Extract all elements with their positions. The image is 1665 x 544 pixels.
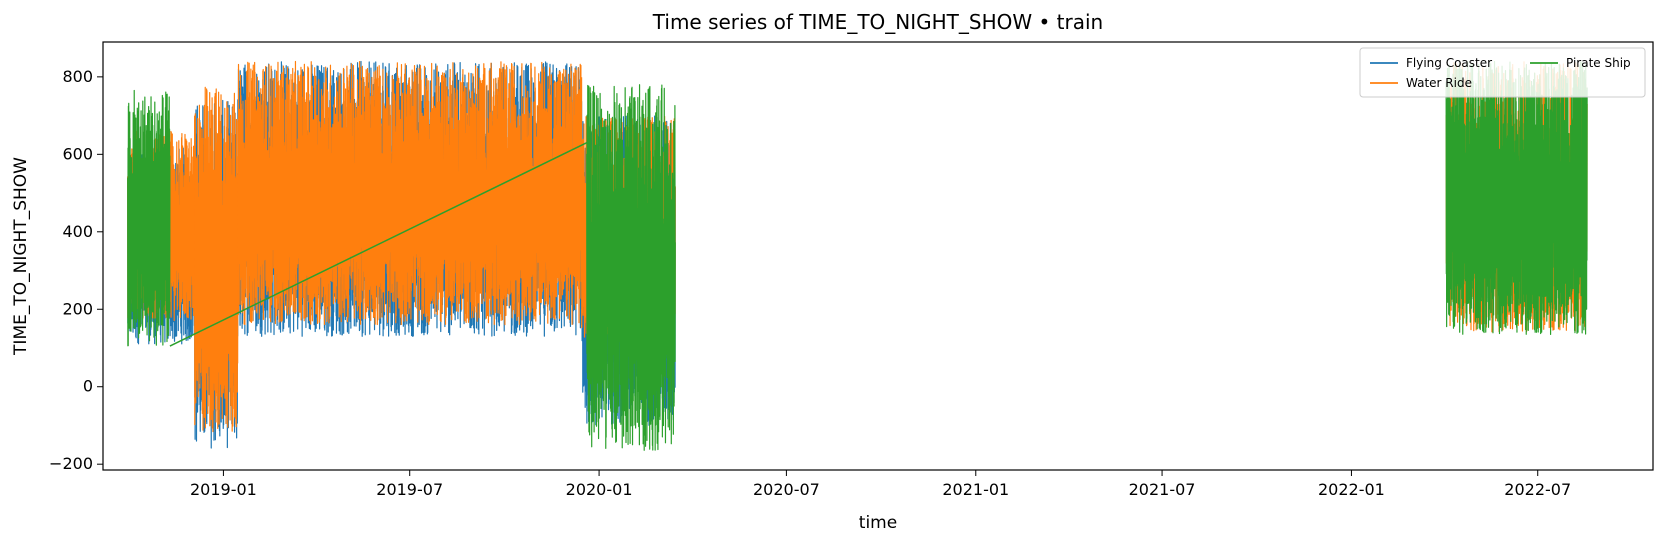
y-tick-label: 400 [62, 222, 93, 241]
series-line-pirate-ship [1445, 60, 1588, 335]
y-tick-label: 600 [62, 144, 93, 163]
x-tick-label: 2020-07 [753, 480, 820, 499]
series-line-water-ride [194, 86, 239, 433]
x-tick-label: 2022-01 [1318, 480, 1385, 499]
legend-box [1359, 47, 1646, 98]
series-water-ride [127, 60, 1588, 433]
legend-label: Flying Coaster [1406, 56, 1492, 70]
series-line-pirate-ship [586, 84, 676, 451]
series-trend-pirate-ship [169, 142, 588, 347]
legend-label: Water Ride [1406, 76, 1472, 90]
x-tick-label: 2019-01 [190, 480, 257, 499]
chart-title: Time series of TIME_TO_NIGHT_SHOW • trai… [652, 10, 1103, 34]
plot-frame [102, 41, 1654, 471]
series-pirate-ship [127, 60, 1588, 451]
series-line-pirate-ship [127, 89, 171, 347]
x-tick-label: 2021-01 [942, 480, 1009, 499]
series-line-water-ride [237, 60, 583, 326]
x-tick-label: 2022-07 [1504, 480, 1571, 499]
x-tick-label: 2019-07 [376, 480, 443, 499]
x-axis-label: time [859, 513, 897, 533]
legend-label: Pirate Ship [1566, 56, 1631, 70]
legend: Flying Coaster Water Ride Pirate Ship [1359, 47, 1646, 98]
plot-area: 2019-01 2019-07 2020-01 2020-07 2021-01 2021-… [49, 41, 1654, 499]
y-tick-label: 0 [83, 377, 93, 396]
y-tick-label: −200 [49, 454, 93, 473]
y-tick-label: 200 [62, 299, 93, 318]
x-tick-label: 2020-01 [566, 480, 633, 499]
x-tick-label: 2021-07 [1129, 480, 1196, 499]
y-tick-label: 800 [62, 67, 93, 86]
y-axis-label: TIME_TO_NIGHT_SHOW [11, 157, 31, 356]
